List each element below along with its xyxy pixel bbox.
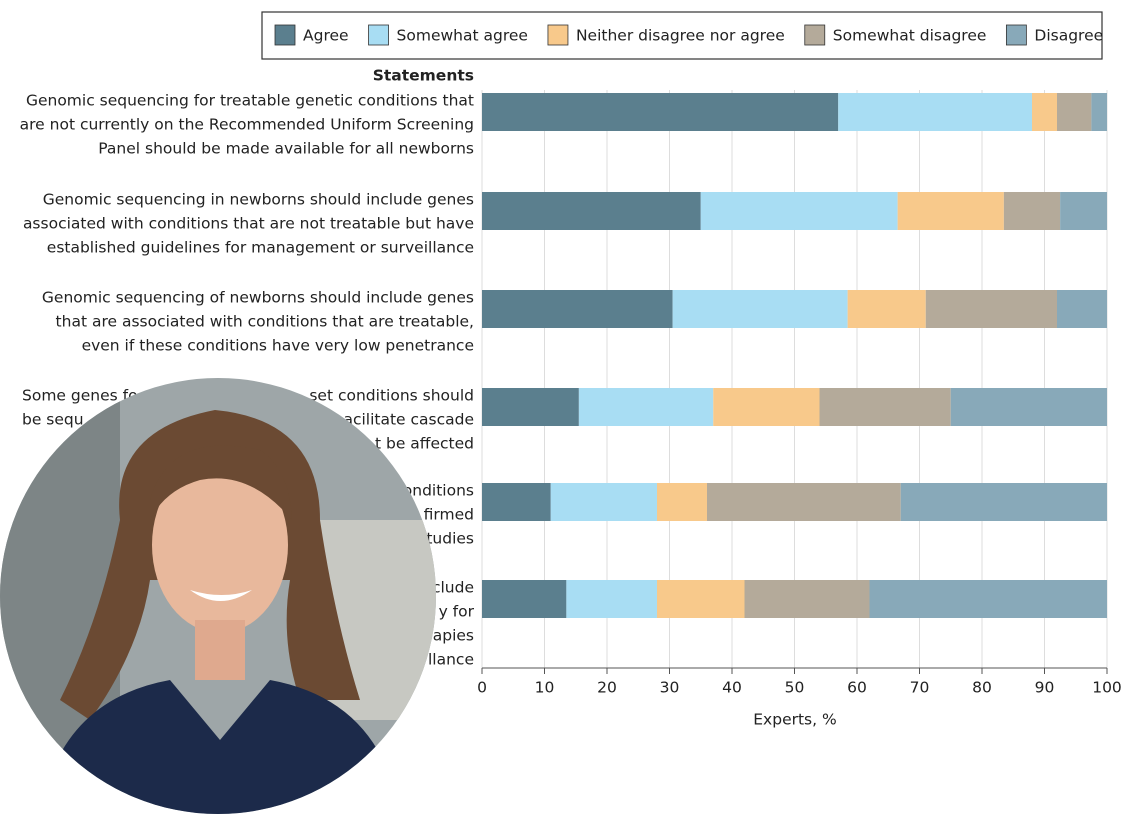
bar-segment — [838, 93, 1032, 131]
bar-segment — [820, 388, 951, 426]
bar-segment — [673, 290, 848, 328]
x-tick-label: 10 — [535, 679, 555, 697]
bar-segment — [951, 388, 1107, 426]
y-axis-title: Statements — [373, 67, 474, 85]
y-tick-label: Genomic sequencing for treatable genetic… — [26, 92, 474, 110]
y-tick-label: associated with conditions that are not … — [23, 215, 474, 233]
bar-segment — [701, 192, 898, 230]
bar-segment — [551, 483, 657, 521]
bar-segment — [926, 290, 1057, 328]
y-tick-label: t be affected — [375, 435, 474, 453]
y-tick-label: acilitate cascade — [343, 411, 474, 429]
legend-swatch — [805, 25, 825, 45]
legend-label: Agree — [303, 27, 349, 45]
legend-swatch — [1006, 25, 1026, 45]
bar-segment — [482, 580, 566, 618]
y-tick-label: Panel should be made available for all n… — [98, 140, 474, 158]
y-tick-label: onditions — [403, 482, 474, 500]
legend-swatch — [275, 25, 295, 45]
bar-segment — [848, 290, 926, 328]
legend-label: Somewhat disagree — [833, 27, 987, 45]
x-tick-label: 60 — [847, 679, 867, 697]
legend-swatch — [548, 25, 568, 45]
legend-swatch — [369, 25, 389, 45]
x-tick-label: 100 — [1092, 679, 1122, 697]
x-tick-label: 40 — [722, 679, 742, 697]
bar-segment — [898, 192, 1004, 230]
bar-segment — [713, 388, 819, 426]
bar-segment — [482, 93, 838, 131]
bar-segment — [1057, 290, 1107, 328]
x-tick-label: 80 — [972, 679, 992, 697]
y-tick-label: that are associated with conditions that… — [56, 313, 474, 331]
bar-segment — [707, 483, 901, 521]
bar-segment — [482, 483, 551, 521]
y-tick-label: apies — [433, 627, 474, 645]
x-axis-title: Experts, % — [753, 711, 836, 729]
bar-segment — [482, 290, 673, 328]
y-tick-label: clude — [432, 579, 474, 597]
x-tick-label: 30 — [660, 679, 680, 697]
y-tick-label: are not currently on the Recommended Uni… — [20, 116, 474, 134]
bar-segment — [901, 483, 1107, 521]
bar-segment — [745, 580, 870, 618]
y-tick-label: llance — [428, 651, 474, 669]
legend-label: Somewhat agree — [397, 27, 528, 45]
x-tick-label: 70 — [910, 679, 930, 697]
y-tick-label: y for — [439, 603, 475, 621]
portrait-photo — [0, 378, 440, 814]
chart: Statements Experts, % 0 10 20 30 40 50 60 70 80 9… — [0, 0, 1126, 814]
y-tick-label: Genomic sequencing of newborns should in… — [42, 289, 474, 307]
bar-segment — [566, 580, 657, 618]
bar-segment — [657, 580, 745, 618]
x-tick-label: 0 — [477, 679, 487, 697]
legend-label: Neither disagree nor agree — [576, 27, 785, 45]
y-tick-label: even if these conditions have very low p… — [82, 337, 474, 355]
y-tick-label: tudies — [426, 530, 474, 548]
bar-segment — [1060, 192, 1107, 230]
bar-segment — [1004, 192, 1060, 230]
y-tick-label: Genomic sequencing in newborns should in… — [43, 191, 474, 209]
legend-label: Disagree — [1034, 27, 1103, 45]
x-tick-label: 20 — [597, 679, 617, 697]
bar-segment — [657, 483, 707, 521]
y-tick-label: be sequ — [22, 411, 84, 429]
bar-segment — [1091, 93, 1107, 131]
x-tick-label: 50 — [785, 679, 805, 697]
bar-segment — [482, 192, 701, 230]
bar-segment — [1032, 93, 1057, 131]
y-tick-label: firmed — [424, 506, 474, 524]
bar-segment — [870, 580, 1108, 618]
bar-segment — [482, 388, 579, 426]
bar-segment — [579, 388, 713, 426]
y-tick-label: set conditions should — [309, 387, 474, 405]
bar-segment — [1057, 93, 1091, 131]
x-tick-label: 90 — [1035, 679, 1055, 697]
y-tick-label: established guidelines for management or… — [47, 239, 474, 257]
